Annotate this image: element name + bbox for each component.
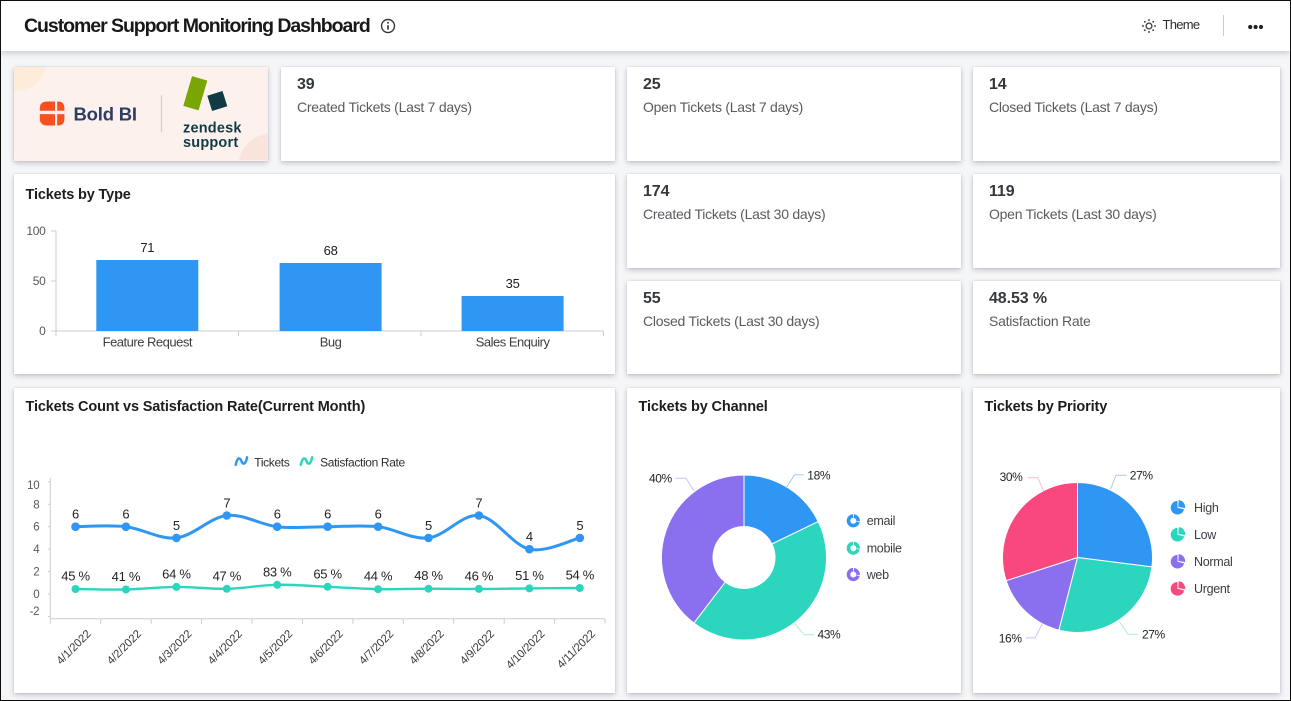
svg-text:16%: 16% [999,631,1023,645]
svg-text:6: 6 [375,506,382,521]
svg-text:65 %: 65 % [313,566,342,581]
svg-text:71: 71 [140,240,154,255]
svg-text:7: 7 [223,495,230,510]
svg-text:0: 0 [33,589,39,601]
svg-text:Low: Low [1194,528,1217,542]
svg-text:46 %: 46 % [465,568,494,583]
svg-text:4: 4 [33,544,40,556]
svg-text:51 %: 51 % [515,567,544,582]
svg-text:5: 5 [425,517,432,532]
svg-text:4: 4 [526,529,533,544]
svg-text:4/10/2022: 4/10/2022 [504,628,547,671]
svg-text:6: 6 [122,506,129,521]
svg-text:-2: -2 [30,606,40,618]
svg-text:mobile: mobile [867,541,902,555]
svg-text:4/11/2022: 4/11/2022 [555,628,598,671]
svg-text:4/3/2022: 4/3/2022 [155,628,194,667]
svg-text:83 %: 83 % [263,564,292,579]
svg-text:4/5/2022: 4/5/2022 [256,628,295,667]
svg-text:support: support [183,135,238,151]
svg-text:44 %: 44 % [364,568,393,583]
svg-text:4/2/2022: 4/2/2022 [105,628,144,667]
svg-text:4/4/2022: 4/4/2022 [206,628,245,667]
svg-text:4/8/2022: 4/8/2022 [408,628,447,667]
svg-text:54 %: 54 % [566,567,595,582]
svg-text:64 %: 64 % [162,566,191,581]
svg-text:Satisfaction Rate: Satisfaction Rate [320,455,405,469]
svg-text:web: web [866,567,889,581]
svg-text:30%: 30% [1000,470,1024,484]
svg-text:27%: 27% [1142,627,1166,641]
svg-text:43%: 43% [818,627,842,641]
svg-text:6: 6 [72,506,79,521]
svg-text:48 %: 48 % [414,568,443,583]
svg-text:27%: 27% [1130,468,1154,482]
svg-text:6: 6 [324,506,331,521]
svg-text:Normal: Normal [1194,555,1232,569]
svg-text:45 %: 45 % [61,568,90,583]
svg-text:5: 5 [173,517,180,532]
svg-text:7: 7 [475,495,482,510]
svg-text:4/1/2022: 4/1/2022 [55,628,94,667]
svg-text:6: 6 [33,521,39,533]
svg-text:Feature Request: Feature Request [103,335,193,350]
svg-text:6: 6 [274,506,281,521]
svg-text:4/9/2022: 4/9/2022 [458,628,497,667]
svg-text:68: 68 [324,243,338,258]
svg-text:Bold BI: Bold BI [74,104,137,125]
svg-text:47 %: 47 % [213,568,242,583]
svg-text:Urgent: Urgent [1194,582,1231,596]
svg-text:4/6/2022: 4/6/2022 [307,628,346,667]
svg-text:5: 5 [576,517,583,532]
svg-text:40%: 40% [649,471,673,485]
svg-text:2: 2 [33,566,39,578]
svg-text:0: 0 [39,324,46,338]
svg-text:35: 35 [506,276,520,291]
svg-text:Tickets: Tickets [254,455,289,469]
svg-text:8: 8 [33,499,39,511]
svg-text:Sales Enquiry: Sales Enquiry [476,335,551,350]
svg-text:email: email [867,514,895,528]
svg-text:18%: 18% [807,468,831,482]
svg-text:zendesk: zendesk [183,121,242,137]
svg-text:41 %: 41 % [112,569,141,584]
svg-text:10: 10 [27,479,39,491]
svg-text:Bug: Bug [320,335,342,350]
svg-text:50: 50 [33,274,46,288]
svg-text:4/7/2022: 4/7/2022 [357,628,396,667]
svg-text:100: 100 [26,224,46,238]
svg-text:High: High [1194,501,1219,515]
